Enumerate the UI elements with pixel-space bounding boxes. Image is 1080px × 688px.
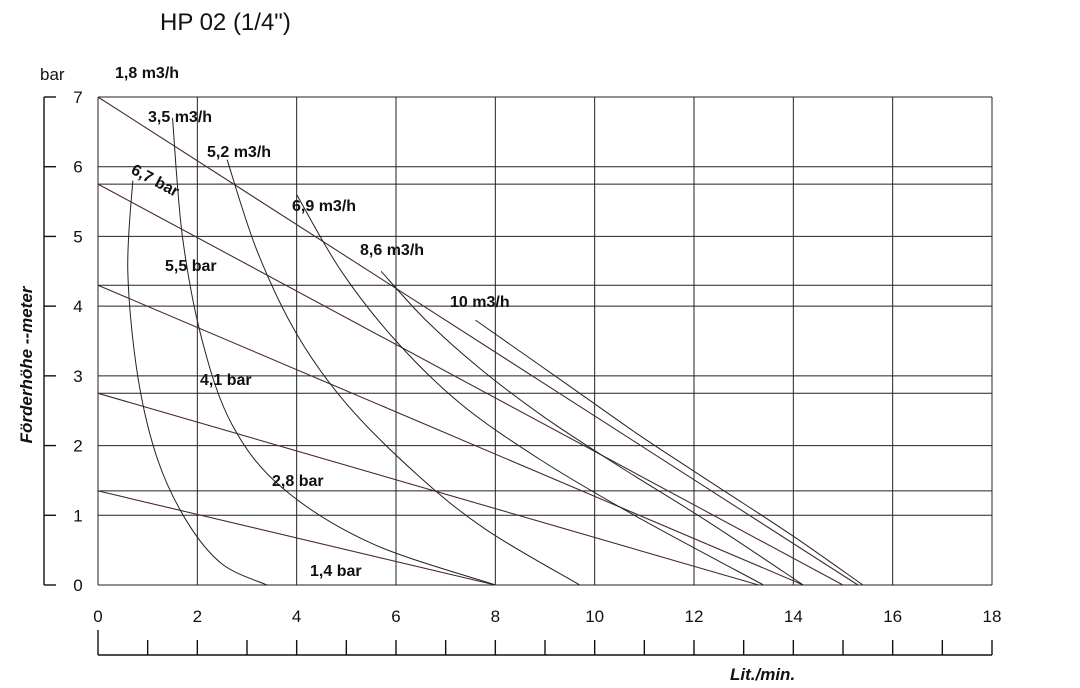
flow-label-6-9: 6,9 m3/h [292, 198, 356, 215]
y-tick-label: 3 [73, 367, 82, 386]
x-tick-label: 10 [585, 607, 604, 626]
flow-label-3-5: 3,5 m3/h [148, 109, 212, 126]
x-axis-title: Lit./min. [730, 665, 795, 684]
pressure-label-5-5: 5,5 bar [165, 258, 217, 275]
grid [97, 96, 993, 586]
chart-title: HP 02 (1/4") [160, 9, 291, 36]
y-ticks: 0 1 2 3 4 5 6 7 [73, 88, 82, 595]
pressure-line [97, 96, 859, 586]
air-consumption-curve [296, 194, 764, 586]
y-tick-label: 4 [73, 297, 82, 316]
air-consumption-curve [226, 159, 581, 586]
x-tick-label: 18 [983, 607, 1002, 626]
x-tick-label: 14 [784, 607, 803, 626]
air-consumption-curve [380, 270, 804, 586]
air-consumption-curve [127, 180, 268, 586]
x-tick-label: 0 [93, 607, 102, 626]
air-consumption-curves [127, 117, 864, 586]
pressure-label-4-1: 4,1 bar [200, 372, 252, 389]
pressure-line [97, 183, 844, 586]
y-unit-label: bar [40, 65, 65, 84]
air-consumption-curve [475, 319, 864, 586]
pressure-line [97, 284, 804, 586]
air-consumption-curve [172, 117, 496, 586]
y-tick-label: 7 [73, 88, 82, 107]
pressure-line [97, 490, 496, 586]
pressure-label-2-8: 2,8 bar [272, 473, 324, 490]
flow-label-8-6: 8,6 m3/h [360, 242, 424, 259]
x-ticks: 0 2 4 6 8 10 12 14 16 18 [93, 607, 1001, 626]
x-tick-label: 8 [491, 607, 500, 626]
pressure-lines [97, 96, 859, 586]
y-tick-label: 1 [73, 506, 82, 525]
pressure-line [97, 392, 759, 586]
flow-label-1-8: 1,8 m3/h [115, 65, 179, 82]
x-tick-label: 4 [292, 607, 301, 626]
curve-labels: 1,8 m3/h 3,5 m3/h 5,2 m3/h 6,9 m3/h 8,6 … [115, 65, 510, 580]
y-tick-label: 0 [73, 576, 82, 595]
x-tick-label: 16 [883, 607, 902, 626]
y-tick-label: 6 [73, 158, 82, 177]
y-tick-label: 2 [73, 437, 82, 456]
y-tick-label: 5 [73, 227, 82, 246]
x-tick-label: 12 [685, 607, 704, 626]
pressure-label-1-4: 1,4 bar [310, 563, 362, 580]
x-tick-label: 2 [193, 607, 202, 626]
flow-label-10: 10 m3/h [450, 294, 510, 311]
axes [43, 96, 993, 656]
x-tick-label: 6 [391, 607, 400, 626]
flow-label-5-2: 5,2 m3/h [207, 144, 271, 161]
y-axis-title: Förderhöhe --meter [17, 285, 36, 443]
pressure-label-6-7: 6,7 bar [128, 162, 182, 201]
